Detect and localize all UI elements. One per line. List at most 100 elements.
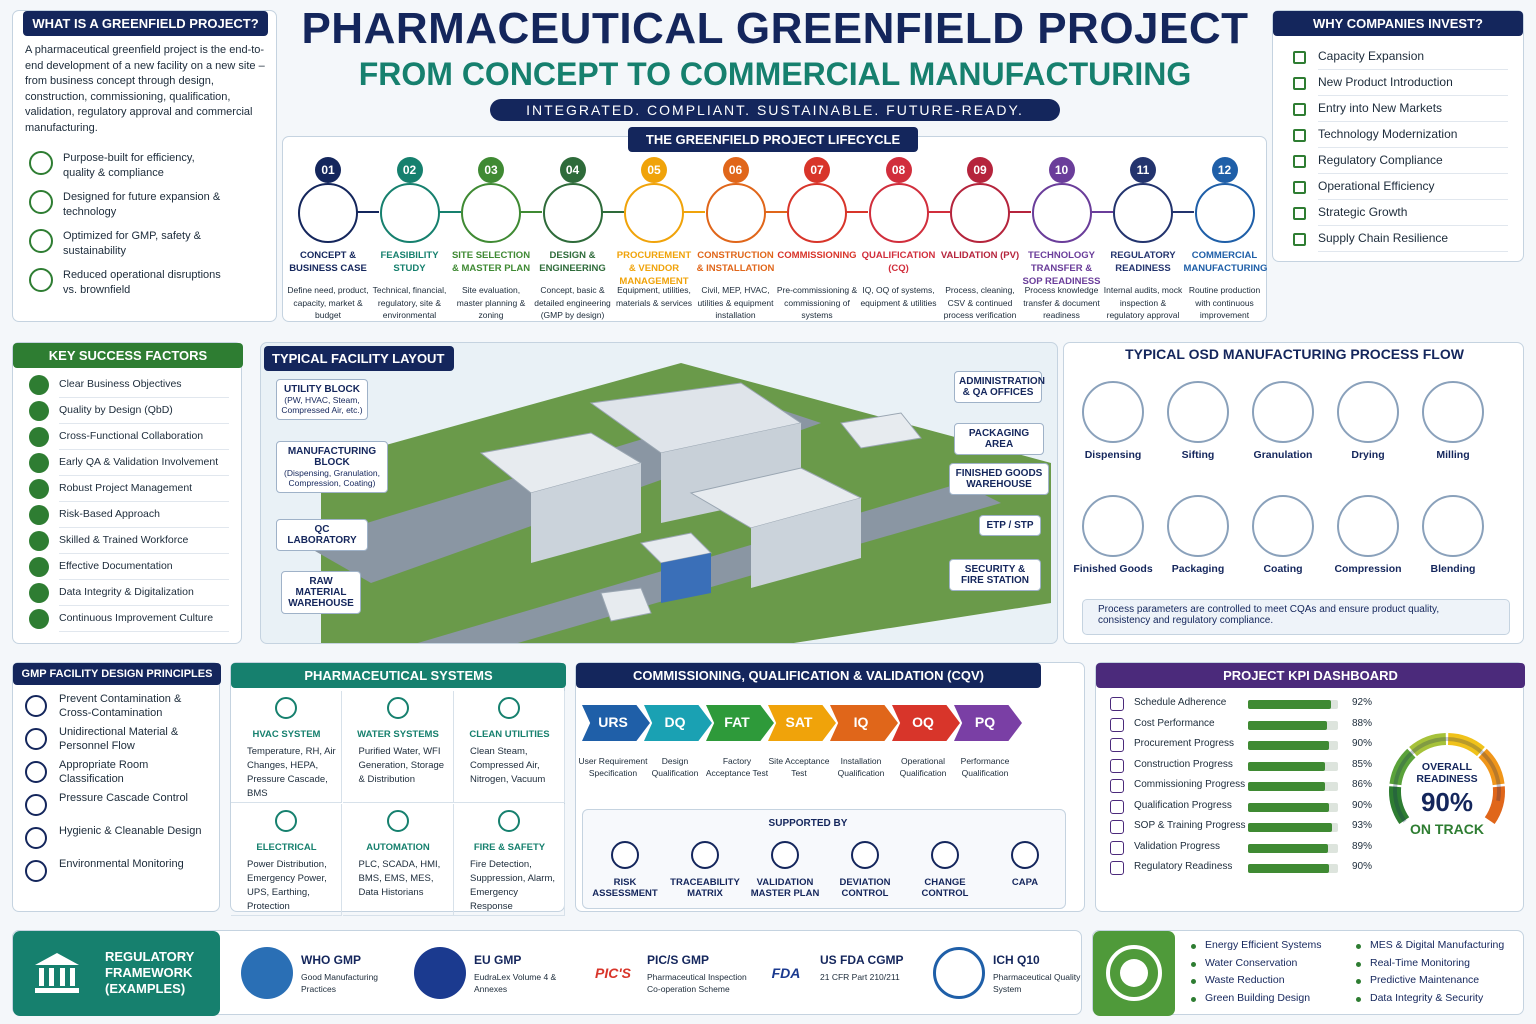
check-icon — [1293, 51, 1306, 64]
facility-label: QC LABORATORY — [276, 519, 368, 551]
arrow — [838, 211, 868, 213]
divider — [1318, 199, 1508, 200]
icon — [29, 505, 49, 525]
icon — [275, 697, 297, 719]
step-desc: Process knowledge transfer & document re… — [1023, 285, 1100, 320]
framework-desc: Good Manufacturing Practices — [301, 972, 379, 994]
step-number: 09 — [967, 157, 993, 183]
divider — [59, 631, 229, 632]
icon — [1106, 945, 1162, 1001]
label-name: UTILITY BLOCK — [284, 384, 360, 395]
facility-label: FINISHED GOODS WAREHOUSE — [949, 463, 1049, 495]
system-title: HVAC SYSTEM — [252, 729, 321, 740]
stage-code: PQ — [974, 714, 996, 730]
icon — [1110, 779, 1124, 793]
label-detail: (PW, HVAC, Steam, Compressed Air, etc.) — [281, 395, 363, 415]
kpi-name: Cost Performance — [1134, 717, 1215, 729]
system-title: ELECTRICAL — [256, 842, 317, 853]
stage-code: OQ — [912, 714, 934, 730]
arrow — [1082, 211, 1113, 213]
sustainability-icon-box — [1093, 931, 1175, 1016]
icon — [29, 375, 49, 395]
lifecycle-panel: THE GREENFIELD PROJECT LIFECYCLE 01 CONCE… — [282, 127, 1267, 322]
icon — [498, 810, 520, 832]
kpi-name: Construction Progress — [1134, 758, 1233, 770]
stage-desc: Site Acceptance Test — [768, 756, 830, 778]
cell — [231, 804, 342, 916]
principle: Appropriate Room Classification — [59, 759, 149, 785]
step-title: REGULATORY READINESS — [1110, 250, 1176, 274]
arrow — [512, 211, 542, 213]
icon — [29, 151, 53, 175]
stage-code: URS — [598, 714, 628, 730]
check-icon — [1293, 103, 1306, 116]
arrow — [675, 211, 705, 213]
chevron — [644, 705, 712, 741]
process-flow-panel: TYPICAL OSD MANUFACTURING PROCESS FLOW P… — [1063, 342, 1524, 644]
kpi-name: SOP & Training Progress — [1134, 820, 1246, 831]
panel-title: PROJECT KPI DASHBOARD — [1096, 663, 1525, 688]
sustainability-item: Predictive Maintenance — [1370, 974, 1480, 986]
kpi-bar — [1248, 802, 1329, 812]
gauge-segment — [1484, 786, 1505, 825]
icon — [1422, 495, 1484, 557]
benefit: Purpose-built for efficiency, quality & … — [63, 152, 195, 179]
sustainability-item: Energy Efficient Systems — [1205, 939, 1322, 951]
sustainability-item: Data Integrity & Security — [1370, 991, 1484, 1004]
framework-name: ICH Q10 — [993, 953, 1040, 967]
key-success-panel: KEY SUCCESS FACTORS Clear Business Objec… — [12, 342, 243, 644]
stage-code: DQ — [664, 714, 686, 730]
overall-value: 90% — [1420, 787, 1474, 817]
arrow — [430, 211, 461, 213]
kpi-value: 90% — [1352, 861, 1373, 872]
process-step: Dispensing — [1084, 449, 1142, 461]
gauge-segment — [1389, 748, 1416, 786]
kpi-value: 92% — [1352, 697, 1373, 708]
cell — [342, 804, 454, 916]
cell — [454, 691, 565, 803]
gauge — [1389, 733, 1505, 825]
divider — [1318, 147, 1508, 148]
support: VALIDATION MASTER PLAN — [750, 877, 820, 899]
label-name: ADMINISTRATION & QA OFFICES — [959, 376, 1045, 398]
divider — [1318, 225, 1508, 226]
system-title: FIRE & SAFETY — [473, 842, 546, 853]
icon — [1167, 381, 1229, 443]
system-desc: Clean Steam, Compressed Air, Nitrogen, V… — [470, 746, 546, 785]
framework-name: PIC/S GMP — [647, 953, 710, 967]
bullet — [1191, 944, 1196, 949]
gauge-segment — [1389, 786, 1410, 825]
arrow — [756, 211, 787, 213]
kpi-value: 93% — [1352, 820, 1373, 831]
support: CHANGE CONTROL — [921, 877, 969, 899]
label-name: RAW MATERIAL WAREHOUSE — [288, 576, 354, 609]
why-invest-panel: WHY COMPANIES INVEST? Capacity Expansion… — [1272, 10, 1524, 262]
support: DEVIATION CONTROL — [839, 877, 891, 899]
divider — [59, 605, 229, 606]
kpi-name: Qualification Progress — [1134, 799, 1232, 811]
chevron — [954, 705, 1022, 741]
benefit: Reduced operational disruptions vs. brow… — [63, 269, 221, 296]
step-title: DESIGN & ENGINEERING — [539, 250, 606, 274]
label-name: SECURITY & FIRE STATION — [961, 564, 1029, 586]
divider — [1318, 251, 1508, 252]
process-step: Milling — [1436, 449, 1470, 461]
reason: Supply Chain Resilience — [1318, 231, 1449, 245]
step-desc: Concept, basic & detailed engineering (G… — [534, 285, 611, 320]
reason: Technology Modernization — [1318, 127, 1458, 141]
system-title: AUTOMATION — [366, 842, 430, 853]
what-is-panel: WHAT IS A GREENFIELD PROJECT? A pharmace… — [12, 10, 277, 322]
icon — [498, 697, 520, 719]
icon — [1113, 183, 1173, 243]
facility-illustration — [301, 363, 1051, 643]
check-icon — [1293, 77, 1306, 90]
step-number: 08 — [885, 157, 912, 183]
bullet — [1191, 996, 1196, 1002]
kpi-name: Validation Progress — [1134, 840, 1220, 852]
kpi-bar — [1248, 720, 1328, 730]
layout-panel: TYPICAL FACILITY LAYOUT UTILITY BLOCK (PW… — [260, 342, 1058, 644]
step-number: 07 — [804, 157, 830, 183]
label-name: PACKAGING AREA — [968, 428, 1030, 450]
process-step: Blending — [1430, 563, 1476, 575]
sustainability-item: Waste Reduction — [1205, 974, 1285, 986]
